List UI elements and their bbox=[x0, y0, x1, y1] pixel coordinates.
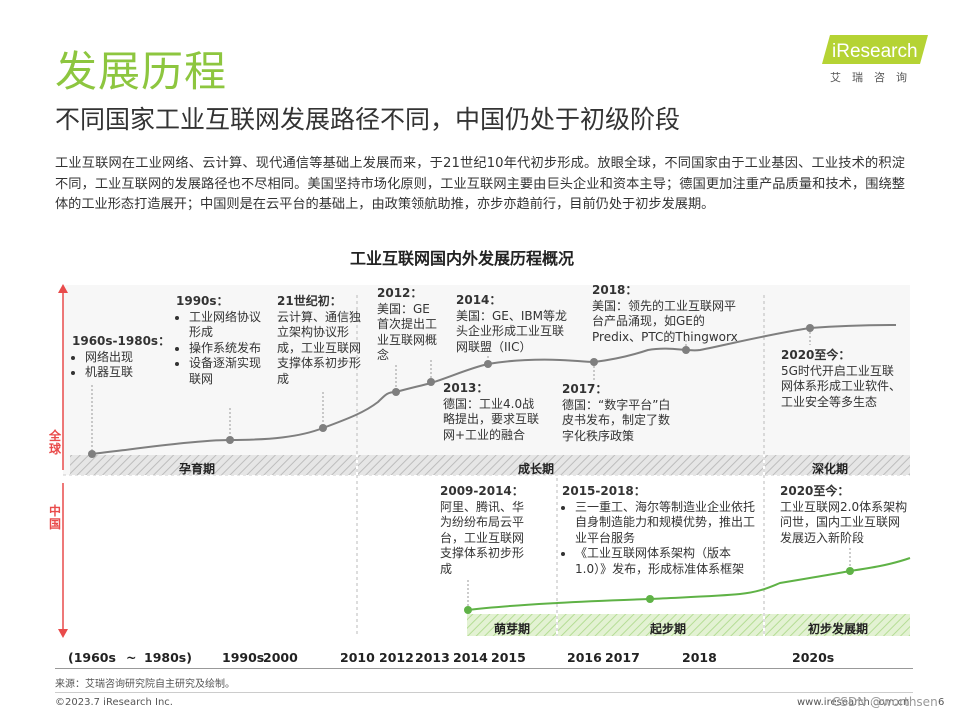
china-event-2020: 2020至今： 工业互联网2.0体系架构问世，国内工业互联网发展迈入新阶段 bbox=[780, 484, 910, 546]
iresearch-logo: iResearch bbox=[822, 33, 928, 66]
x-tick: 1980s) bbox=[144, 650, 192, 665]
event-text: 德国：“数字平台”白皮书发布，制定了数字化秩序政策 bbox=[562, 397, 671, 443]
global-phase-label: 孕育期 bbox=[179, 462, 216, 476]
global-point-2014 bbox=[484, 360, 492, 368]
x-tick: 1990s bbox=[222, 650, 265, 665]
copyright: ©2023.7 iResearch Inc. bbox=[55, 697, 173, 708]
global-event-1990s: 1990s： 工业网络协议形成 操作系统发布 设备逐渐实现联网 bbox=[176, 294, 266, 387]
event-text: 美国：GE、IBM等龙头企业形成工业互联网联盟（IIC） bbox=[456, 308, 568, 354]
global-event-2012: 2012： 美国：GE首次提出工业互联网概念 bbox=[377, 286, 439, 364]
x-tick: 2010 bbox=[340, 650, 375, 665]
page-number: 6 bbox=[938, 697, 945, 708]
global-event-2017: 2017： 德国：“数字平台”白皮书发布，制定了数字化秩序政策 bbox=[562, 382, 678, 444]
watermark: CSDN @worthsen bbox=[832, 695, 938, 709]
event-text: 工业互联网2.0体系架构问世，国内工业互联网发展迈入新阶段 bbox=[780, 499, 908, 545]
x-tick: 2017 bbox=[605, 650, 640, 665]
event-item: 《工业互联网体系架构（版本1.0）》发布，形成标准体系框架 bbox=[575, 546, 762, 577]
x-tick: 2000 bbox=[263, 650, 298, 665]
footer-divider bbox=[55, 668, 913, 669]
event-period: 2015-2018： bbox=[562, 484, 646, 498]
global-band-bg bbox=[63, 285, 910, 475]
event-text: 美国：领先的工业互联网平台产品涌现，如GE的Predix、PTC的Thingwo… bbox=[592, 298, 738, 344]
china-point-2015 bbox=[646, 595, 654, 603]
global-point-1990s bbox=[226, 436, 234, 444]
event-text: 德国：工业4.0战略提出，要求互联网+工业的融合 bbox=[443, 396, 540, 442]
x-tick: 2014 bbox=[453, 650, 488, 665]
china-phase-label: 起步期 bbox=[650, 622, 687, 636]
event-period: 2013： bbox=[443, 381, 489, 395]
china-point-2020 bbox=[846, 567, 854, 575]
x-tick: 2013 bbox=[415, 650, 450, 665]
logo-brand-text: iResearch bbox=[832, 41, 918, 62]
source-note: 来源：艾瑞咨询研究院自主研究及绘制。 bbox=[55, 679, 235, 690]
logo-subtitle: 艾瑞咨询 bbox=[830, 71, 918, 84]
event-period: 2017： bbox=[562, 382, 608, 396]
china-side-label: 中国 bbox=[48, 504, 61, 531]
x-tick: 2012 bbox=[379, 650, 414, 665]
china-leaders bbox=[467, 548, 851, 606]
global-point-2020s bbox=[806, 324, 814, 332]
event-item: 网络出现 bbox=[85, 350, 187, 366]
china-arrow-head bbox=[58, 629, 68, 638]
event-period: 21世纪初： bbox=[277, 294, 342, 308]
global-event-2018: 2018： 美国：领先的工业互联网平台产品涌现，如GE的Predix、PTC的T… bbox=[592, 283, 740, 345]
event-item: 机器互联 bbox=[85, 365, 187, 381]
global-event-2014: 2014： 美国：GE、IBM等龙头企业形成工业互联网联盟（IIC） bbox=[456, 293, 568, 355]
global-arrow-head bbox=[58, 284, 68, 293]
intro-paragraph: 工业互联网在工业网络、云计算、现代通信等基础上发展而来，于21世纪10年代初步形… bbox=[55, 156, 905, 212]
global-event-2020s: 2020至今： 5G时代开启工业互联网体系形成工业软件、工业安全等多生态 bbox=[781, 348, 905, 410]
china-event-2009: 2009-2014： 阿里、腾讯、华为纷纷布局云平台，工业互联网支撑体系初步形成 bbox=[440, 484, 526, 577]
event-period: 2020至今： bbox=[780, 484, 850, 498]
global-point-1960s bbox=[88, 450, 96, 458]
event-period: 2009-2014： bbox=[440, 484, 524, 498]
x-tick: 2018 bbox=[682, 650, 717, 665]
x-tick: ~ bbox=[126, 650, 137, 665]
page-subtitle: 不同国家工业互联网发展路径不同，中国仍处于初级阶段 bbox=[55, 105, 681, 134]
global-point-2018 bbox=[682, 346, 690, 354]
global-phase-label: 成长期 bbox=[518, 462, 555, 476]
china-points bbox=[464, 567, 854, 614]
china-phase-label: 萌芽期 bbox=[494, 622, 531, 636]
global-event-1960s: 1960s-1980s： 网络出现 机器互联 bbox=[72, 334, 187, 381]
event-period: 1990s： bbox=[176, 294, 229, 308]
event-item: 操作系统发布 bbox=[189, 341, 266, 357]
event-period: 1960s-1980s： bbox=[72, 334, 171, 348]
page-title: 发展历程 bbox=[55, 47, 228, 96]
event-item: 工业网络协议形成 bbox=[189, 310, 266, 341]
event-text: 云计算、通信独立架构协议形成，工业互联网支撑体系初步形成 bbox=[277, 309, 362, 386]
x-tick: 2016 bbox=[567, 650, 602, 665]
global-event-2000: 21世纪初： 云计算、通信独立架构协议形成，工业互联网支撑体系初步形成 bbox=[277, 294, 361, 387]
logo-badge-icon: iResearch bbox=[822, 35, 928, 64]
global-point-2013 bbox=[427, 378, 435, 386]
global-phase-bar bbox=[70, 455, 910, 475]
x-tick: (1960s bbox=[68, 650, 116, 665]
global-side-label: 全球 bbox=[48, 429, 61, 456]
china-point-2009 bbox=[464, 606, 472, 614]
event-period: 2018： bbox=[592, 283, 638, 297]
event-item: 三一重工、海尔等制造业企业依托自身制造能力和规模优势，推出工业平台服务 bbox=[575, 500, 762, 547]
event-text: 阿里、腾讯、华为纷纷布局云平台，工业互联网支撑体系初步形成 bbox=[440, 499, 525, 576]
global-phase-label: 深化期 bbox=[812, 462, 849, 476]
global-points bbox=[88, 324, 814, 458]
event-period: 2014： bbox=[456, 293, 502, 307]
global-point-2017 bbox=[590, 358, 598, 366]
china-phase-bar bbox=[467, 614, 910, 636]
chart-title: 工业互联网国内外发展历程概况 bbox=[350, 249, 575, 268]
event-item: 设备逐渐实现联网 bbox=[189, 356, 266, 387]
event-text: 美国：GE首次提出工业互联网概念 bbox=[377, 301, 438, 363]
china-phase-label: 初步发展期 bbox=[808, 622, 869, 636]
event-text: 5G时代开启工业互联网体系形成工业软件、工业安全等多生态 bbox=[781, 363, 902, 409]
footer-divider bbox=[55, 692, 913, 693]
x-tick: 2015 bbox=[491, 650, 526, 665]
global-leaders bbox=[91, 332, 811, 450]
global-point-2012 bbox=[392, 388, 400, 396]
website: www.iresearch.com.cn bbox=[797, 697, 910, 708]
global-event-2013: 2013： 德国：工业4.0战略提出，要求互联网+工业的融合 bbox=[443, 381, 541, 443]
global-point-2000 bbox=[319, 424, 327, 432]
event-period: 2012： bbox=[377, 286, 423, 300]
x-tick: 2020s bbox=[792, 650, 835, 665]
event-period: 2020至今： bbox=[781, 348, 851, 362]
china-event-2015: 2015-2018： 三一重工、海尔等制造业企业依托自身制造能力和规模优势，推出… bbox=[562, 484, 762, 577]
